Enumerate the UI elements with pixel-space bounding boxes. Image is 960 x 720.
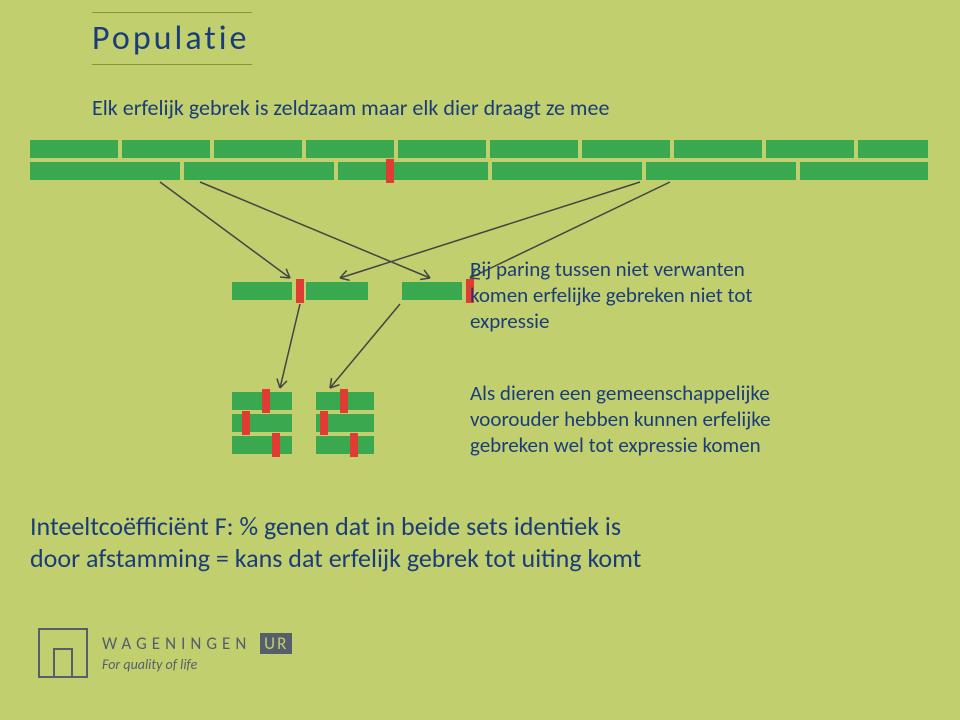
logo-text: WAGENINGEN URFor quality of life <box>102 633 292 673</box>
wageningen-logo: WAGENINGEN URFor quality of life <box>38 628 292 678</box>
logo-icon <box>38 628 88 678</box>
defect-marker <box>262 389 270 413</box>
defect-marker <box>350 433 358 457</box>
arrows-layer <box>0 0 960 720</box>
text-common-ancestor: Als dieren een gemeenschappelijkevooroud… <box>470 380 771 458</box>
defect-marker <box>320 411 328 435</box>
slide-root: PopulatieElk erfelijk gebrek is zeldzaam… <box>0 0 960 720</box>
defect-marker <box>296 279 304 303</box>
defect-marker <box>242 411 250 435</box>
offspring-bar <box>402 282 462 300</box>
inbred-bar <box>232 436 292 454</box>
defect-marker <box>340 389 348 413</box>
defect-marker <box>272 433 280 457</box>
inbred-bar <box>232 414 292 432</box>
offspring-bar <box>232 282 292 300</box>
inbreeding-coefficient-text: Inteeltcoëfficiënt F: % genen dat in bei… <box>30 510 641 574</box>
offspring-bar <box>306 282 368 300</box>
text-unrelated: Bij paring tussen niet verwantenkomen er… <box>470 256 752 334</box>
inbred-bar <box>316 436 374 454</box>
